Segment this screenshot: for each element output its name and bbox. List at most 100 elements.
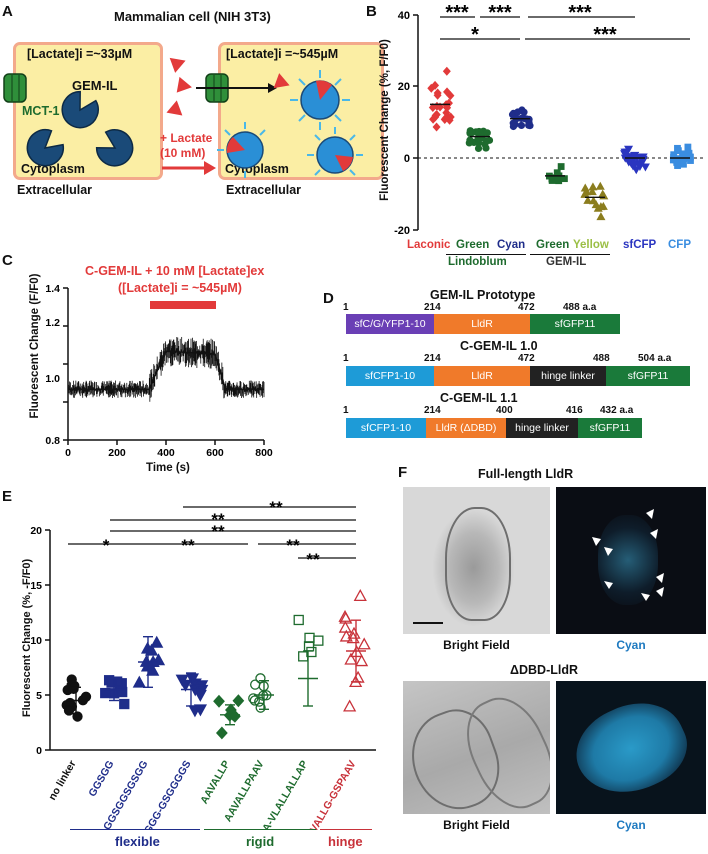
panel-b-chart: 40 20 0 -20 *** *** *** * *** — [394, 5, 705, 237]
panel-e-point — [354, 654, 369, 667]
panel-b-xlabel-laconic: Laconic — [407, 239, 451, 251]
panel-b-point — [427, 83, 436, 93]
panel-b-point — [468, 129, 476, 137]
panel-f-title-bottom: ΔDBD-LldR — [510, 663, 578, 677]
lactate-conc-after: [Lactate]i =~545µM — [226, 47, 339, 61]
panel-b-xlabel-green2: Green — [536, 239, 570, 251]
panel-e-point — [357, 637, 371, 650]
brightfield-image-full-length — [403, 487, 550, 634]
panel-b-point — [637, 158, 647, 167]
cytoplasm-label-before: Cytoplasm — [21, 162, 85, 176]
domain-sfgfp11: sfGFP11 — [530, 314, 620, 334]
mct1-label: MCT-1 — [22, 104, 60, 118]
panel-b-point — [684, 143, 692, 151]
panel-b-tick: 0 — [404, 153, 410, 165]
panel-b-label: B — [366, 3, 377, 20]
panel-c-ytick: 1.2 — [45, 317, 60, 329]
extracellular-label-after: Extracellular — [226, 183, 302, 197]
panel-b-point — [624, 158, 634, 167]
construct-name-cgemil-11: C-GEM-IL 1.1 — [440, 391, 518, 405]
panel-e-sig: ** — [269, 498, 283, 517]
panel-e-point — [69, 680, 80, 691]
cyan-image-full-length — [556, 487, 706, 634]
sensor-bright-2 — [217, 122, 266, 178]
panel-b-point — [557, 163, 565, 170]
panel-b-point — [685, 152, 693, 160]
panel-e-xtick: AAVALLG-GSPAAV — [300, 759, 358, 831]
panel-b-point — [583, 195, 593, 204]
panel-b-sig: * — [471, 24, 479, 46]
panel-b-point — [598, 201, 608, 210]
domain-lldr: LldR — [434, 314, 530, 334]
panel-e-point — [80, 691, 92, 702]
panel-c-ytick: 1.4 — [45, 283, 60, 295]
panel-e-sig: ** — [211, 510, 225, 529]
construct-num: 488 a.a — [563, 302, 597, 313]
lactate-molecules-outside — [166, 57, 192, 116]
category-hinge: hinge — [328, 834, 363, 849]
panel-b-point — [433, 90, 442, 100]
panel-b-point — [482, 144, 490, 152]
panel-e-point — [303, 641, 315, 652]
panel-e-datapoints — [61, 589, 371, 740]
panel-b-point — [432, 110, 441, 120]
puncta-arrowheads — [592, 509, 664, 601]
panel-c-mean-line — [68, 350, 264, 391]
panel-e-point — [193, 704, 208, 717]
panel-b-sub-gemil: GEM-IL — [546, 256, 587, 268]
cell-outline — [445, 507, 511, 621]
domain-hinge-linker: hinge linker — [530, 366, 606, 386]
domain-sfgfp11: sfGFP11 — [578, 418, 642, 438]
panel-b-point — [478, 133, 486, 142]
panel-e-xtick: no linker — [46, 759, 78, 803]
panel-e-point — [343, 699, 357, 712]
panel-b-sig-brackets — [440, 16, 690, 40]
panel-b-xlabel-cfp: CFP — [668, 239, 691, 251]
caption-bright-field-1: Bright Field — [443, 638, 510, 652]
cell-after — [218, 42, 384, 180]
panel-e-point — [150, 635, 164, 648]
sensor-bright-1 — [290, 70, 350, 130]
panel-e-point — [258, 690, 269, 701]
panel-b-point — [588, 182, 598, 191]
panel-e-point — [347, 626, 361, 639]
panel-e-ytick: 10 — [30, 635, 42, 647]
panel-b-point — [553, 169, 561, 177]
category-rigid: rigid — [246, 834, 275, 849]
domain-lldr: LldR — [434, 366, 530, 386]
panel-b-point — [620, 150, 630, 159]
panel-e-sig-brackets — [68, 506, 356, 559]
panel-b-point — [687, 157, 694, 164]
domain-sfcgyfp: sfC/G/YFP1-10 — [346, 314, 434, 334]
panel-e-point — [178, 679, 193, 692]
cyan-image-ddbd — [556, 681, 706, 814]
panel-c-chart: 1.4 1.2 1.0 0.8 0 200 400 600 800 — [45, 283, 273, 459]
panel-e-ytick: 20 — [30, 525, 42, 537]
construct-num: 472 — [518, 353, 535, 364]
panel-b-sub-lindoblum: Lindoblum — [448, 256, 507, 268]
panel-e-point — [304, 632, 315, 644]
cyan-cell-signal — [598, 515, 658, 605]
lactate-entry-arrow — [196, 73, 290, 93]
caption-bright-field-2: Bright Field — [443, 818, 510, 832]
construct-num: 400 — [496, 405, 513, 416]
domain-sfcfp: sfCFP1-10 — [346, 418, 426, 438]
panel-e-point — [339, 629, 353, 642]
construct-num: 214 — [424, 353, 441, 364]
panel-b-underline-lindoblum — [446, 254, 526, 255]
category-line-flexible — [70, 829, 200, 830]
panel-b-point — [628, 162, 638, 171]
panel-e-point — [293, 614, 304, 626]
panel-b-point — [640, 163, 650, 172]
construct-num: 1 — [343, 405, 349, 416]
panel-b-sig: *** — [488, 5, 512, 24]
construct-num: 432 a.a — [600, 405, 634, 416]
panel-a-label: A — [2, 3, 13, 20]
panel-e-point — [344, 652, 358, 665]
panel-b-point — [680, 160, 687, 168]
panel-b-point — [596, 212, 606, 221]
treatment-arrow — [162, 161, 216, 175]
construct-name-prototype: GEM-IL Prototype — [430, 288, 536, 302]
panel-e-point — [255, 702, 266, 713]
panel-b-xlabel-sfcfp: sfCFP — [623, 239, 657, 251]
